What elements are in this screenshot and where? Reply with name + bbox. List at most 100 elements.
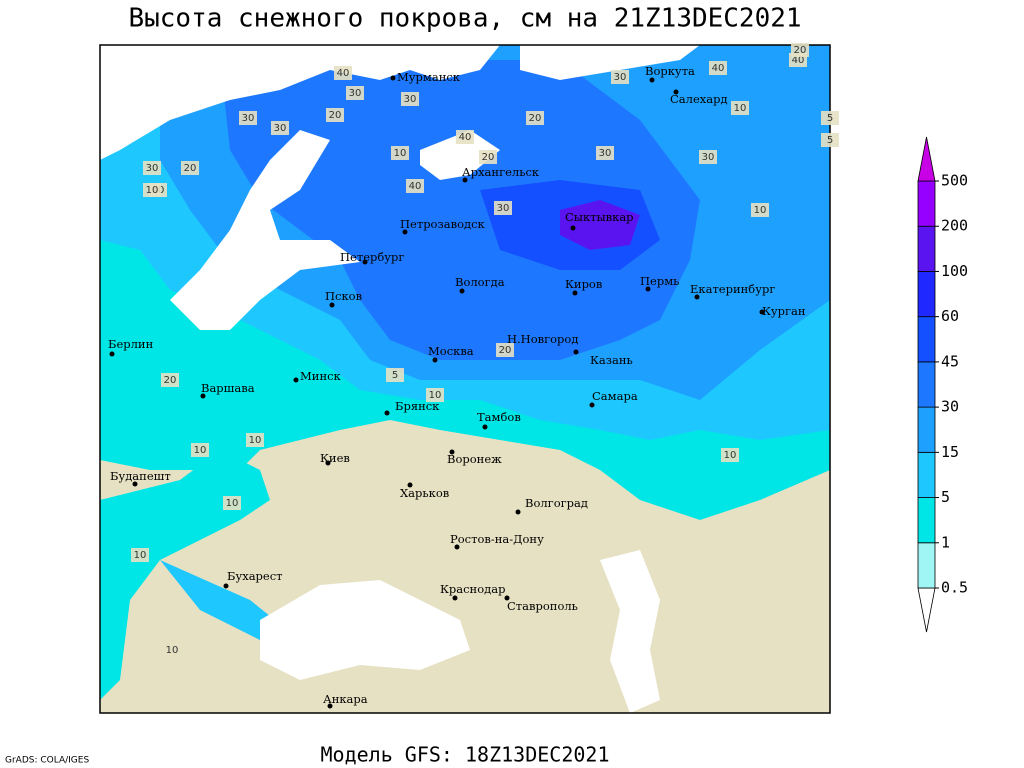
contour-label-box — [731, 101, 749, 115]
city-label: Петербург — [340, 250, 404, 264]
city-dot — [759, 309, 765, 315]
contour-label-box — [163, 643, 181, 657]
city-dot — [362, 259, 368, 265]
city-label: Петрозаводск — [400, 217, 486, 231]
contour-label-box — [326, 108, 344, 122]
city-dot — [327, 703, 333, 709]
colorbar-box — [917, 316, 936, 363]
contour-label: 10 — [146, 185, 159, 196]
city-dot — [109, 351, 115, 357]
city-label: Бухарест — [227, 569, 283, 583]
contour-label-box — [131, 548, 149, 562]
city-label: Курган — [762, 304, 806, 318]
contour-label: 10 — [249, 435, 262, 446]
contour-label-box — [181, 161, 199, 175]
colorbar-box — [917, 406, 936, 453]
contour-label: 40 — [337, 68, 350, 79]
city-dot — [384, 410, 390, 416]
colorbar-box — [917, 542, 936, 589]
contour-label: 10 — [734, 103, 747, 114]
colorbar-low — [917, 587, 936, 633]
city-dot — [459, 288, 465, 294]
contour-label-box — [191, 443, 209, 457]
footer: Модель GFS: 18Z13DEC2021 — [321, 743, 610, 767]
colorbar-label: 200 — [941, 217, 968, 235]
map-frame — [99, 44, 831, 714]
city-dot — [200, 393, 206, 399]
contour-label-box — [494, 201, 512, 215]
city-dot — [694, 294, 700, 300]
contour-label-box — [334, 66, 352, 80]
city-label: Псков — [325, 289, 362, 303]
city-label: Вологда — [455, 275, 505, 289]
contour-label: 10 — [166, 645, 179, 656]
contour-label-box — [596, 146, 614, 160]
map — [99, 44, 831, 714]
contour-label-box — [496, 343, 514, 357]
contour-label: 30 — [274, 123, 287, 134]
contour-label: 20 — [482, 152, 495, 163]
title: Высота снежного покрова, см на 21Z13DEC2… — [128, 4, 801, 34]
colorbar-label: 30 — [941, 398, 959, 416]
contour-label: 5 — [392, 370, 398, 381]
barents-sea — [100, 45, 500, 160]
contour-label: 10 — [724, 450, 737, 461]
contour-label: 10 — [754, 205, 767, 216]
city-label: Салехард — [670, 92, 728, 106]
contour-label: 40 — [712, 63, 725, 74]
contour-label-box — [246, 433, 264, 447]
colorbar-box — [917, 180, 936, 227]
city-dot — [504, 595, 510, 601]
contour-label: 40 — [792, 55, 805, 66]
city-dot — [402, 229, 408, 235]
city-dot — [573, 349, 579, 355]
city-dot — [223, 583, 229, 589]
city-label: Пермь — [640, 274, 679, 288]
contour-label: 10 — [134, 550, 147, 561]
city-dot — [449, 449, 455, 455]
contour-label-box — [143, 161, 161, 175]
city-label: Мурманск — [397, 70, 461, 84]
city-label: Тамбов — [477, 410, 521, 424]
contour-label: 20 — [184, 163, 197, 174]
contour-label: 20 — [499, 345, 512, 356]
contour-label-box — [751, 203, 769, 217]
contour-label: 40 — [409, 181, 422, 192]
snow-4 — [220, 60, 700, 360]
city-label: Ростов-на-Дону — [450, 532, 544, 546]
contour-label-box — [699, 150, 717, 164]
white-sea — [420, 130, 500, 180]
colorbar-high — [917, 136, 936, 182]
colorbar-label: 15 — [941, 443, 959, 461]
colorbar-box — [917, 225, 936, 272]
contour-label-box — [456, 130, 474, 144]
city-label: Брянск — [395, 399, 440, 413]
contour-label: 20 — [164, 375, 177, 386]
city-dot — [572, 290, 578, 296]
contour-label-box — [709, 61, 727, 75]
contour-label: 30 — [702, 152, 715, 163]
city-label: Н.Новгород — [507, 332, 578, 346]
colorbar-box — [917, 451, 936, 498]
contour-label-box — [143, 183, 161, 197]
snow-6 — [560, 200, 640, 250]
contour-label-box — [611, 70, 629, 84]
contour-label: 20 — [794, 45, 807, 56]
city-dot — [432, 357, 438, 363]
city-label: Ставрополь — [507, 599, 578, 613]
contour-label: 10 — [394, 148, 407, 159]
black-sea — [260, 580, 470, 680]
city-label: Варшава — [201, 381, 255, 395]
city-label: Екатеринбург — [690, 282, 775, 296]
cities: Мурманск Воркута Салехард Архангельск Петроз… — [108, 64, 806, 709]
city-label: Будапешт — [110, 469, 171, 483]
contour-label-box — [391, 146, 409, 160]
contour-label: 30 — [146, 163, 159, 174]
city-label: Харьков — [400, 486, 449, 500]
contour-label-box — [821, 133, 839, 147]
city-label: Архангельск — [462, 165, 540, 179]
contour-label-box — [386, 368, 404, 382]
colorbar-label: 500 — [941, 172, 968, 190]
